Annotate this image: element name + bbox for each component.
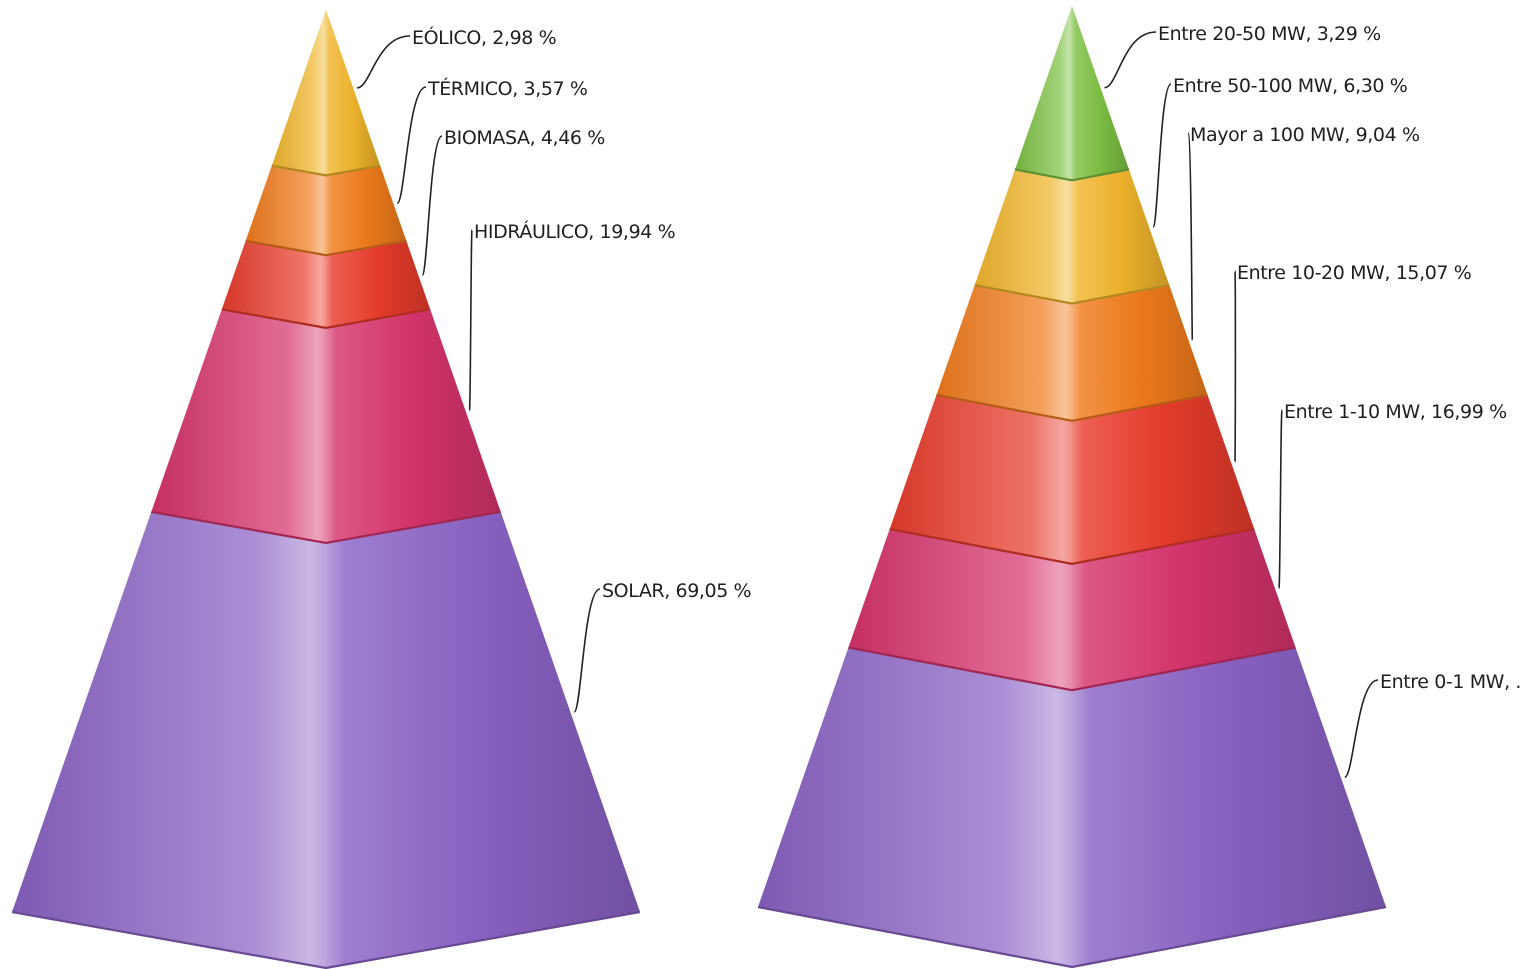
data-label-solar: SOLAR, 69,05 % xyxy=(602,580,751,602)
leader-line-entre-0-1-mw xyxy=(1344,679,1379,779)
leader-line-entre-20-50-mw xyxy=(1104,31,1157,89)
data-label-biomasa: BIOMASA, 4,46 % xyxy=(444,127,605,149)
pyramid-segment-biomasa xyxy=(221,240,431,329)
data-label-e-lico: EÓLICO, 2,98 % xyxy=(412,25,556,49)
pyramid-segment-entre-1-10-mw xyxy=(848,529,1296,692)
leader-line-solar xyxy=(573,588,601,713)
pyramid-segment-t-rmico xyxy=(245,165,407,257)
pyramid-segment-entre-10-20-mw xyxy=(889,394,1255,565)
leader-line-t-rmico xyxy=(396,86,427,205)
leader-line-e-lico xyxy=(356,35,411,89)
pyramid-chart-1: SOLAR, 69,05 % HIDRÁULICO, 19,94 % BIOMASA… xyxy=(11,10,752,969)
pyramid-segment-entre-0-1-mw xyxy=(757,647,1387,969)
pyramid-segment-hidr-ulico xyxy=(151,309,501,545)
data-label-entre-1-10-mw: Entre 1-10 MW, 16,99 % xyxy=(1284,401,1507,423)
data-label-entre-10-20-mw: Entre 10-20 MW, 15,07 % xyxy=(1237,262,1471,284)
data-label-entre-0-1-mw: Entre 0-1 MW, . xyxy=(1380,671,1521,693)
data-label-hidr-ulico: HIDRÁULICO, 19,94 % xyxy=(474,220,675,243)
data-label-entre-20-50-mw: Entre 20-50 MW, 3,29 % xyxy=(1158,23,1381,45)
pyramid-chart-2: Entre 0-1 MW, . Entre 1-10 MW, 16,99 % Ent… xyxy=(757,6,1521,969)
pyramid-segment-solar xyxy=(11,511,641,969)
data-label-t-rmico: TÉRMICO, 3,57 % xyxy=(427,77,588,100)
data-label-mayor-a-100-mw: Mayor a 100 MW, 9,04 % xyxy=(1190,124,1420,146)
leader-line-entre-1-10-mw xyxy=(1278,409,1283,590)
data-label-entre-50-100-mw: Entre 50-100 MW, 6,30 % xyxy=(1173,75,1407,97)
leader-line-biomasa xyxy=(421,135,443,276)
leader-line-mayor-a-100-mw xyxy=(1187,132,1194,341)
pyramid-segment-mayor-a-100-mw xyxy=(936,285,1208,422)
leader-line-entre-50-100-mw xyxy=(1152,83,1172,229)
leader-line-hidr-ulico xyxy=(468,229,473,412)
pyramid-segment-entre-20-50-mw xyxy=(1014,6,1130,182)
pyramid-segment-entre-50-100-mw xyxy=(974,169,1170,305)
pyramid-segment-e-lico xyxy=(271,10,381,177)
